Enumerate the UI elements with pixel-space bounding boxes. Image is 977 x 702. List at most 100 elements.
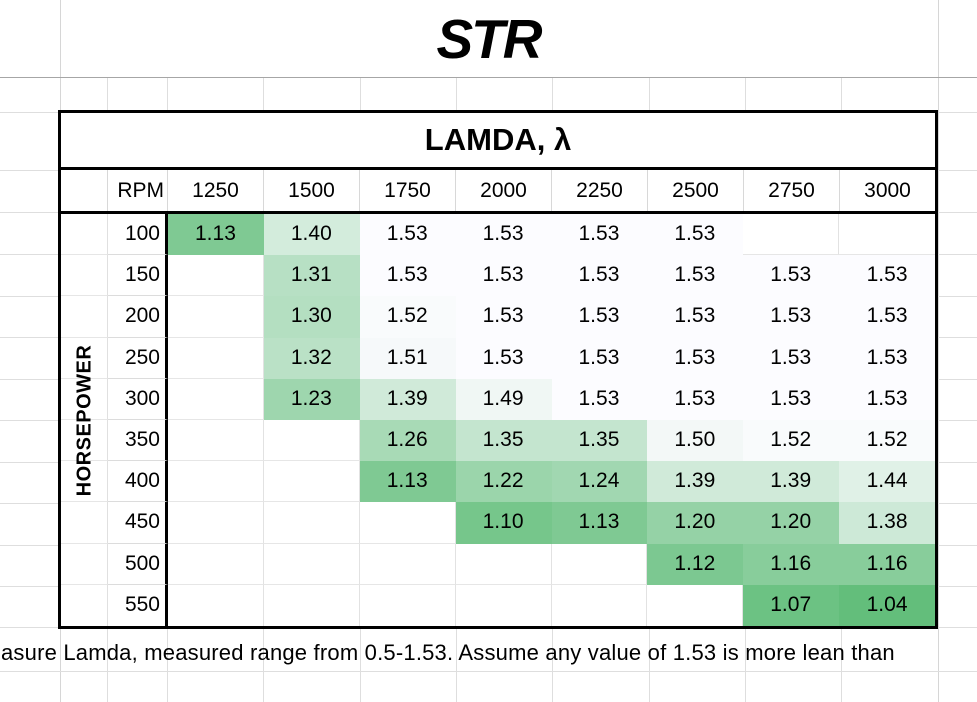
heatmap-cell[interactable]: 1.53 — [647, 296, 744, 338]
heatmap-cell[interactable] — [647, 584, 744, 626]
heatmap-cell[interactable]: 1.53 — [455, 214, 552, 256]
row-label-cell[interactable]: 150 — [108, 255, 168, 297]
heatmap-cell[interactable]: 1.50 — [647, 420, 744, 462]
heatmap-cell[interactable] — [168, 584, 264, 626]
row-label-cell[interactable]: 350 — [108, 420, 168, 462]
column-header-cell[interactable]: 2750 — [744, 170, 840, 211]
heatmap-cell[interactable] — [263, 461, 360, 503]
heatmap-cell[interactable] — [839, 214, 935, 256]
heatmap-cell[interactable]: 1.53 — [455, 255, 552, 297]
column-header-cell[interactable]: 1750 — [360, 170, 456, 211]
heatmap-cell[interactable]: 1.20 — [743, 502, 840, 544]
heatmap-cell[interactable]: 1.16 — [743, 543, 840, 585]
column-header-cell[interactable]: 1250 — [168, 170, 264, 211]
heatmap-cell[interactable]: 1.04 — [839, 584, 935, 626]
heatmap-cell[interactable]: 1.13 — [168, 214, 264, 256]
heatmap-cell[interactable] — [455, 584, 552, 626]
row-label-cell[interactable]: 400 — [108, 461, 168, 503]
heatmap-cell[interactable]: 1.53 — [455, 337, 552, 379]
heatmap-cell[interactable]: 1.53 — [551, 378, 648, 420]
heatmap-cell[interactable] — [263, 420, 360, 462]
heatmap-cell[interactable] — [168, 461, 264, 503]
row-label-cell[interactable]: 450 — [108, 502, 168, 544]
heatmap-cell[interactable] — [551, 584, 648, 626]
heatmap-cell[interactable]: 1.30 — [263, 296, 360, 338]
heatmap-cell[interactable]: 1.13 — [359, 461, 456, 503]
heatmap-cell[interactable] — [168, 543, 264, 585]
heatmap-cell[interactable]: 1.53 — [359, 255, 456, 297]
heatmap-cell[interactable]: 1.53 — [551, 296, 648, 338]
heatmap-cell[interactable] — [168, 296, 264, 338]
heatmap-cell[interactable]: 1.53 — [839, 337, 935, 379]
row-label-cell[interactable]: 300 — [108, 378, 168, 420]
heatmap-cell[interactable]: 1.53 — [551, 337, 648, 379]
heatmap-cell[interactable]: 1.35 — [455, 420, 552, 462]
heatmap-cell[interactable]: 1.44 — [839, 461, 935, 503]
heatmap-cell[interactable]: 1.53 — [743, 337, 840, 379]
heatmap-cell[interactable]: 1.31 — [263, 255, 360, 297]
heatmap-cell[interactable]: 1.53 — [647, 378, 744, 420]
heatmap-cell[interactable]: 1.20 — [647, 502, 744, 544]
heatmap-cell[interactable]: 1.13 — [551, 502, 648, 544]
heatmap-cell[interactable] — [359, 543, 456, 585]
heatmap-cell[interactable]: 1.52 — [359, 296, 456, 338]
heatmap-cell[interactable]: 1.53 — [647, 214, 744, 256]
heatmap-cell[interactable]: 1.32 — [263, 337, 360, 379]
corner-cell[interactable] — [61, 170, 108, 211]
row-label-cell[interactable]: 200 — [108, 296, 168, 338]
heatmap-cell[interactable] — [263, 584, 360, 626]
heatmap-cell[interactable]: 1.53 — [647, 255, 744, 297]
heatmap-cell[interactable]: 1.12 — [647, 543, 744, 585]
rpm-header-cell[interactable]: RPM — [108, 170, 168, 211]
heatmap-cell[interactable]: 1.38 — [839, 502, 935, 544]
heatmap-cell[interactable]: 1.39 — [359, 378, 456, 420]
heatmap-cell[interactable] — [168, 255, 264, 297]
heatmap-cell[interactable]: 1.53 — [551, 255, 648, 297]
heatmap-cell[interactable]: 1.26 — [359, 420, 456, 462]
row-label-cell[interactable]: 550 — [108, 584, 168, 626]
heatmap-cell[interactable]: 1.53 — [839, 255, 935, 297]
heatmap-cell[interactable] — [359, 502, 456, 544]
heatmap-cell[interactable] — [168, 337, 264, 379]
column-header-cell[interactable]: 2000 — [456, 170, 552, 211]
heatmap-cell[interactable]: 1.53 — [743, 378, 840, 420]
heatmap-cell[interactable]: 1.40 — [263, 214, 360, 256]
heatmap-cell[interactable]: 1.35 — [551, 420, 648, 462]
heatmap-cell[interactable]: 1.39 — [647, 461, 744, 503]
heatmap-cell[interactable]: 1.51 — [359, 337, 456, 379]
row-label-cell[interactable]: 100 — [108, 214, 168, 256]
heatmap-cell[interactable]: 1.53 — [455, 296, 552, 338]
heatmap-cell[interactable]: 1.53 — [551, 214, 648, 256]
column-header-cell[interactable]: 2500 — [648, 170, 744, 211]
heatmap-cell[interactable]: 1.53 — [839, 378, 935, 420]
heatmap-cell[interactable]: 1.07 — [743, 584, 840, 626]
heatmap-cell[interactable]: 1.10 — [455, 502, 552, 544]
table-title-cell[interactable]: LAMDA, λ — [61, 113, 935, 170]
heatmap-cell[interactable]: 1.53 — [647, 337, 744, 379]
heatmap-cell[interactable]: 1.53 — [359, 214, 456, 256]
heatmap-cell[interactable]: 1.53 — [839, 296, 935, 338]
heatmap-cell[interactable]: 1.24 — [551, 461, 648, 503]
heatmap-cell[interactable]: 1.52 — [743, 420, 840, 462]
heatmap-cell[interactable]: 1.49 — [455, 378, 552, 420]
heatmap-cell[interactable] — [263, 543, 360, 585]
heatmap-cell[interactable]: 1.23 — [263, 378, 360, 420]
heatmap-cell[interactable] — [743, 214, 840, 256]
heatmap-cell[interactable] — [168, 420, 264, 462]
heatmap-cell[interactable]: 1.52 — [839, 420, 935, 462]
heatmap-cell[interactable]: 1.16 — [839, 543, 935, 585]
column-header-cell[interactable]: 1500 — [264, 170, 360, 211]
heatmap-cell[interactable] — [455, 543, 552, 585]
heatmap-cell[interactable] — [551, 543, 648, 585]
heatmap-cell[interactable] — [263, 502, 360, 544]
row-label-cell[interactable]: 250 — [108, 337, 168, 379]
sheet-title-cell[interactable]: STR — [436, 8, 543, 70]
heatmap-cell[interactable]: 1.39 — [743, 461, 840, 503]
row-label-cell[interactable]: 500 — [108, 543, 168, 585]
heatmap-cell[interactable] — [359, 584, 456, 626]
column-header-cell[interactable]: 2250 — [552, 170, 648, 211]
column-header-cell[interactable]: 3000 — [864, 178, 911, 202]
heatmap-cell[interactable] — [168, 502, 264, 544]
heatmap-cell[interactable]: 1.53 — [743, 296, 840, 338]
heatmap-cell[interactable]: 1.53 — [743, 255, 840, 297]
